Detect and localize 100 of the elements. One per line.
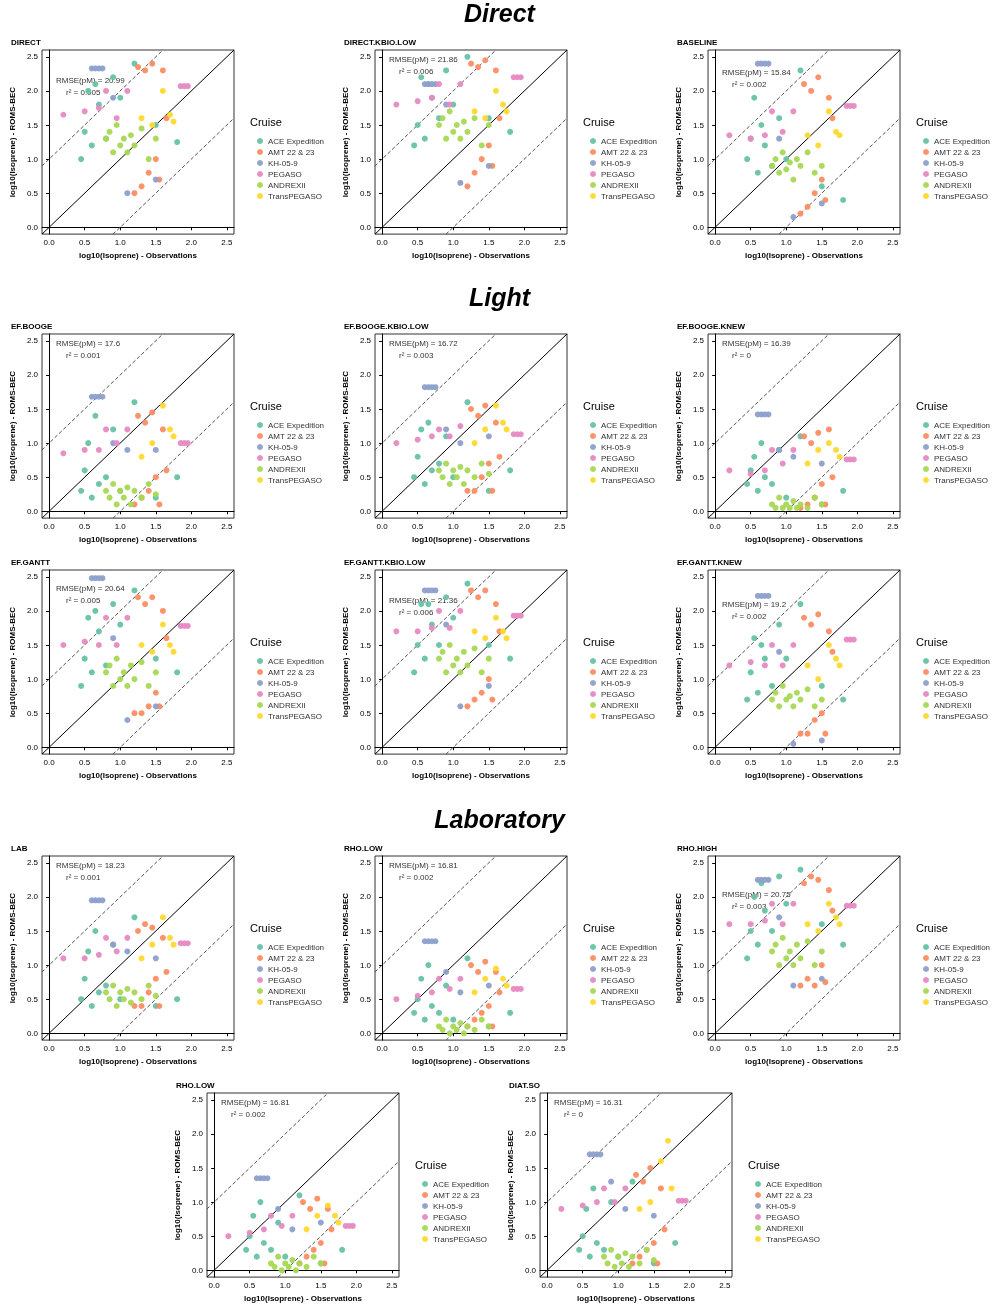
legend-title: Cruise	[583, 921, 615, 934]
annotation: r² = 0	[732, 350, 752, 360]
legend-label: AMT 22 & 23	[433, 1190, 481, 1200]
y-axis-title: log10(Isoprene) - ROMS-BEC	[340, 892, 350, 1004]
x-tick-label: 2.0	[851, 757, 864, 767]
legend-label: ANDREXII	[268, 700, 306, 710]
legend-title: Cruise	[415, 1158, 447, 1171]
x-tick-label: 1.0	[114, 757, 127, 767]
chart-title: DIRECT	[11, 37, 41, 47]
y-tick-label: 0.0	[359, 742, 372, 752]
y-tick-label: 0.0	[191, 1265, 204, 1275]
legend-label: PEGASO	[268, 169, 302, 179]
chart-title: EF.BOOGE.KNEW	[677, 321, 746, 331]
y-tick-label: 2.5	[26, 336, 39, 346]
y-tick-label: 1.5	[26, 120, 39, 130]
y-tick-label: 2.0	[26, 370, 39, 380]
x-tick-label: 2.5	[554, 1043, 566, 1053]
y-axis-title: log10(Isoprene) - ROMS-BEC	[7, 86, 17, 198]
x-tick-label: 0.5	[79, 757, 91, 767]
annotation: RMSE(pM) = 15.84	[722, 67, 792, 77]
y-tick-label: 1.5	[359, 404, 372, 414]
legend-label: PEGASO	[268, 689, 302, 699]
legend-label: ACE Expedition	[934, 420, 991, 430]
x-tick-label: 1.0	[780, 757, 793, 767]
legend-label: ANDREXII	[934, 180, 972, 190]
legend-label: TransPEGASO	[433, 1234, 487, 1244]
y-tick-label: 1.0	[359, 438, 372, 448]
x-tick-label: 2.5	[719, 1280, 731, 1290]
y-tick-label: 2.5	[359, 858, 372, 868]
x-tick-label: 1.5	[150, 237, 162, 247]
legend-label: ACE Expedition	[601, 656, 658, 666]
x-tick-label: 1.0	[114, 237, 127, 247]
x-tick-label: 1.0	[612, 1280, 625, 1290]
legend-label: ACE Expedition	[268, 136, 325, 146]
annotation: r² = 0.002	[732, 611, 768, 621]
legend-label: AMT 22 & 23	[601, 667, 649, 677]
x-axis-title: log10(Isoprene) - Observations	[79, 1056, 198, 1066]
legend-label: ANDREXII	[268, 180, 306, 190]
y-tick-label: 1.0	[26, 674, 39, 684]
x-tick-label: 0.0	[541, 1280, 554, 1290]
y-axis-title: log10(Isoprene) - ROMS-BEC	[7, 370, 17, 482]
y-tick-label: 1.0	[692, 960, 705, 970]
y-tick-label: 0.5	[692, 994, 705, 1004]
annotation: RMSE(pM) = 16.81	[389, 860, 459, 870]
x-axis-title: log10(Isoprene) - Observations	[412, 250, 531, 260]
x-tick-label: 1.5	[150, 757, 162, 767]
x-tick-label: 2.5	[221, 237, 233, 247]
legend-label: AMT 22 & 23	[934, 953, 982, 963]
y-tick-label: 0.0	[26, 1028, 39, 1038]
legend-label: PEGASO	[601, 169, 635, 179]
annotation: r² = 0.005	[66, 595, 102, 605]
legend-label: TransPEGASO	[268, 711, 322, 721]
x-tick-label: 0.5	[745, 1043, 757, 1053]
y-tick-label: 2.5	[692, 572, 705, 582]
annotation: RMSE(pM) = 21.36	[389, 595, 459, 605]
y-tick-label: 2.0	[191, 1129, 204, 1139]
legend-title: Cruise	[916, 635, 948, 648]
x-tick-label: 2.5	[887, 1043, 899, 1053]
y-tick-label: 0.0	[26, 222, 39, 232]
chart-title: EF.BOOGE	[11, 321, 53, 331]
legend-label: ACE Expedition	[601, 136, 658, 146]
x-tick-label: 2.5	[887, 757, 899, 767]
x-tick-label: 0.0	[709, 521, 722, 531]
legend-label: AMT 22 & 23	[934, 147, 982, 157]
legend-label: AMT 22 & 23	[601, 147, 649, 157]
y-tick-label: 1.5	[359, 926, 372, 936]
legend-label: KH-05-9	[934, 442, 965, 452]
y-tick-label: 1.5	[26, 926, 39, 936]
x-tick-label: 0.5	[79, 1043, 91, 1053]
x-tick-label: 2.5	[554, 521, 566, 531]
x-tick-label: 1.0	[780, 521, 793, 531]
y-tick-label: 2.0	[524, 1129, 537, 1139]
legend-label: PEGASO	[433, 1212, 467, 1222]
x-tick-label: 0.0	[208, 1280, 221, 1290]
chart-title: EF.BOOGE.KBIO.LOW	[344, 321, 429, 331]
chart-subtitle: Light	[468, 282, 532, 311]
y-tick-label: 0.5	[524, 1231, 537, 1241]
y-tick-label: 2.0	[359, 370, 372, 380]
legend-label: TransPEGASO	[601, 997, 655, 1007]
x-tick-label: 1.5	[150, 521, 162, 531]
x-tick-label: 2.5	[887, 521, 899, 531]
chart-title: LAB	[11, 843, 28, 853]
y-tick-label: 0.5	[191, 1231, 204, 1241]
legend-label: ANDREXII	[433, 1223, 471, 1233]
x-tick-label: 1.0	[114, 521, 127, 531]
chart-title: RHO.HIGH	[677, 843, 718, 853]
chart-title: BASELINE	[677, 37, 719, 47]
legend-label: ACE Expedition	[601, 942, 658, 952]
legend-label: ANDREXII	[766, 1223, 804, 1233]
x-tick-label: 0.5	[244, 1280, 256, 1290]
legend-label: PEGASO	[601, 453, 635, 463]
legend-title: Cruise	[250, 635, 282, 648]
x-axis-title: log10(Isoprene) - Observations	[745, 770, 864, 780]
y-tick-label: 2.5	[692, 858, 705, 868]
legend-label: ACE Expedition	[934, 136, 991, 146]
y-tick-label: 1.5	[692, 404, 705, 414]
legend-title: Cruise	[250, 921, 282, 934]
y-tick-label: 2.5	[26, 858, 39, 868]
x-tick-label: 1.0	[279, 1280, 292, 1290]
x-tick-label: 2.0	[851, 1043, 864, 1053]
